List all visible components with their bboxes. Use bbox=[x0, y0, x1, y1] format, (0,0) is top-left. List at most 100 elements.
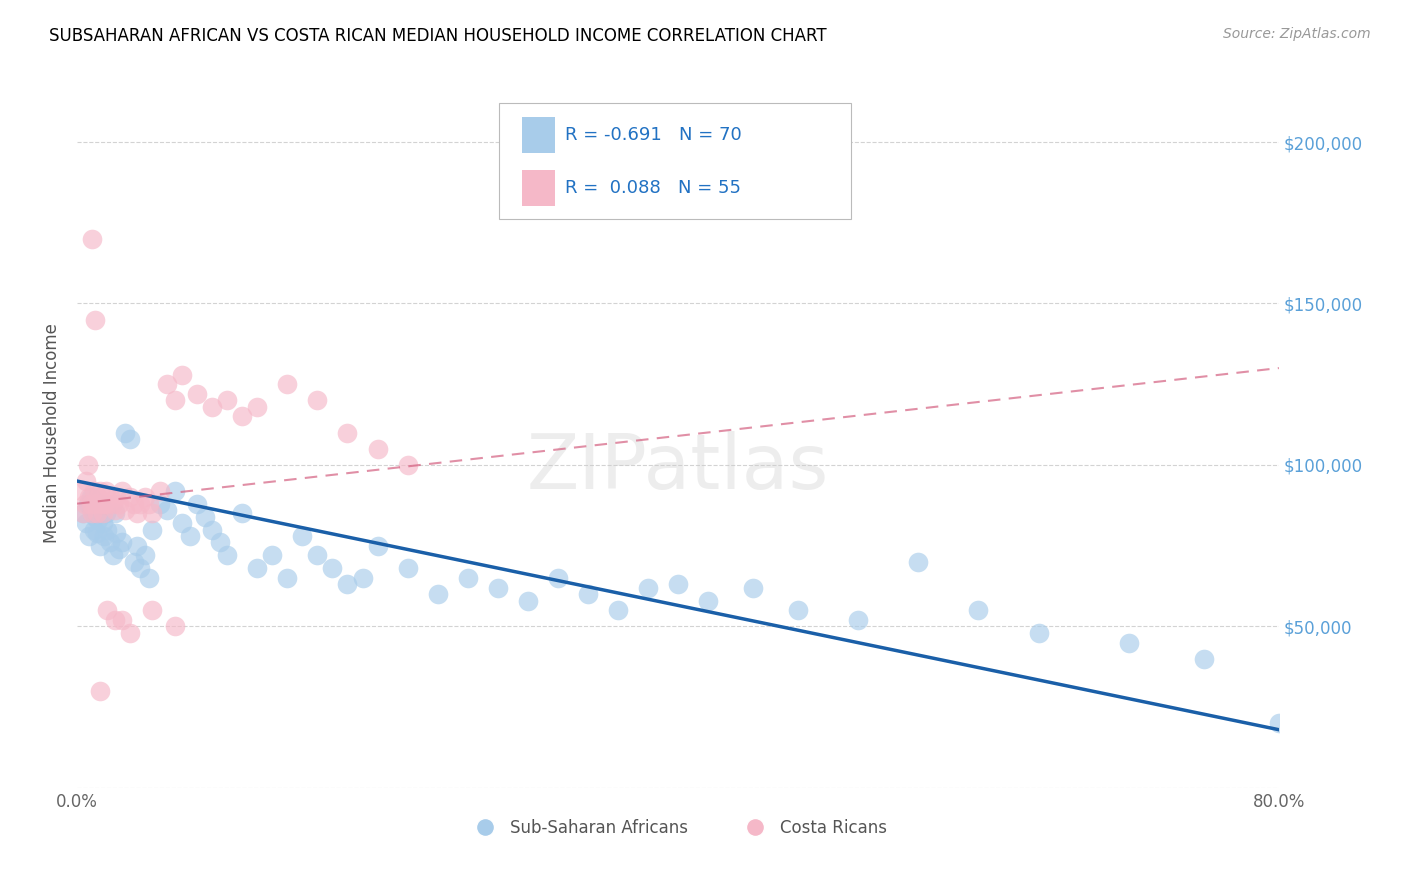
Point bbox=[83, 483, 105, 498]
Point bbox=[179, 529, 201, 543]
Point bbox=[72, 507, 94, 521]
Point bbox=[516, 593, 538, 607]
Point bbox=[186, 387, 208, 401]
Point bbox=[276, 377, 298, 392]
Point bbox=[75, 516, 97, 530]
Text: Source: ZipAtlas.com: Source: ZipAtlas.com bbox=[1223, 27, 1371, 41]
Point bbox=[846, 613, 869, 627]
Point bbox=[246, 400, 269, 414]
Point bbox=[246, 561, 269, 575]
Point bbox=[77, 490, 100, 504]
Point bbox=[83, 523, 105, 537]
Point bbox=[666, 577, 689, 591]
Point bbox=[194, 509, 217, 524]
Point bbox=[1118, 635, 1140, 649]
Point bbox=[108, 497, 131, 511]
Point bbox=[89, 483, 111, 498]
Point bbox=[172, 368, 194, 382]
Point bbox=[396, 561, 419, 575]
Point bbox=[111, 613, 134, 627]
Point bbox=[1028, 625, 1050, 640]
Point bbox=[172, 516, 194, 530]
Point bbox=[89, 684, 111, 698]
Point bbox=[114, 425, 136, 440]
Point bbox=[82, 503, 104, 517]
Point bbox=[96, 603, 118, 617]
Point bbox=[82, 232, 104, 246]
Point bbox=[606, 603, 628, 617]
Point bbox=[129, 561, 152, 575]
Point bbox=[104, 613, 127, 627]
Point bbox=[77, 529, 100, 543]
Point bbox=[231, 507, 253, 521]
Point bbox=[118, 490, 141, 504]
Point bbox=[72, 507, 94, 521]
Point bbox=[86, 525, 108, 540]
Point bbox=[262, 549, 284, 563]
Point bbox=[127, 539, 149, 553]
Point bbox=[138, 497, 160, 511]
Point bbox=[163, 483, 186, 498]
Point bbox=[149, 483, 172, 498]
Point bbox=[321, 561, 343, 575]
Point bbox=[118, 625, 141, 640]
Point bbox=[105, 490, 128, 504]
Point bbox=[396, 458, 419, 472]
Point bbox=[101, 549, 124, 563]
Point bbox=[118, 432, 141, 446]
Point bbox=[141, 603, 163, 617]
Point bbox=[91, 516, 114, 530]
Point bbox=[291, 529, 314, 543]
Point bbox=[186, 497, 208, 511]
Point bbox=[352, 571, 374, 585]
Point bbox=[457, 571, 479, 585]
Point bbox=[104, 503, 127, 517]
Point bbox=[98, 490, 121, 504]
Point bbox=[75, 474, 97, 488]
Text: R =  0.088   N = 55: R = 0.088 N = 55 bbox=[565, 179, 741, 197]
Point bbox=[114, 503, 136, 517]
Point bbox=[87, 513, 110, 527]
Point bbox=[697, 593, 720, 607]
Point bbox=[108, 541, 131, 556]
Point bbox=[84, 509, 107, 524]
Point bbox=[141, 507, 163, 521]
Point bbox=[547, 571, 569, 585]
Point bbox=[79, 490, 101, 504]
Point bbox=[70, 483, 93, 498]
Point bbox=[141, 523, 163, 537]
Point bbox=[90, 497, 112, 511]
Point bbox=[101, 497, 124, 511]
Point bbox=[426, 587, 449, 601]
Point bbox=[76, 497, 98, 511]
Point bbox=[201, 523, 224, 537]
Point bbox=[93, 529, 115, 543]
Point bbox=[129, 497, 152, 511]
Point bbox=[156, 377, 179, 392]
Point bbox=[367, 442, 389, 456]
Point bbox=[336, 425, 359, 440]
Text: R = -0.691   N = 70: R = -0.691 N = 70 bbox=[565, 126, 742, 144]
Point bbox=[127, 507, 149, 521]
Point bbox=[163, 619, 186, 633]
Point bbox=[486, 581, 509, 595]
Text: ZIPatlas: ZIPatlas bbox=[527, 431, 830, 505]
Point bbox=[82, 507, 104, 521]
Point bbox=[84, 312, 107, 326]
Point bbox=[122, 555, 145, 569]
Point bbox=[76, 458, 98, 472]
Point bbox=[217, 393, 239, 408]
Point bbox=[96, 523, 118, 537]
Y-axis label: Median Household Income: Median Household Income bbox=[44, 323, 60, 542]
Point bbox=[138, 571, 160, 585]
Point bbox=[134, 490, 156, 504]
Point bbox=[149, 497, 172, 511]
Point bbox=[787, 603, 810, 617]
Point bbox=[231, 409, 253, 424]
Point bbox=[307, 549, 329, 563]
Point bbox=[276, 571, 298, 585]
Point bbox=[336, 577, 359, 591]
Point bbox=[163, 393, 186, 408]
Point bbox=[208, 535, 231, 549]
Point bbox=[122, 497, 145, 511]
